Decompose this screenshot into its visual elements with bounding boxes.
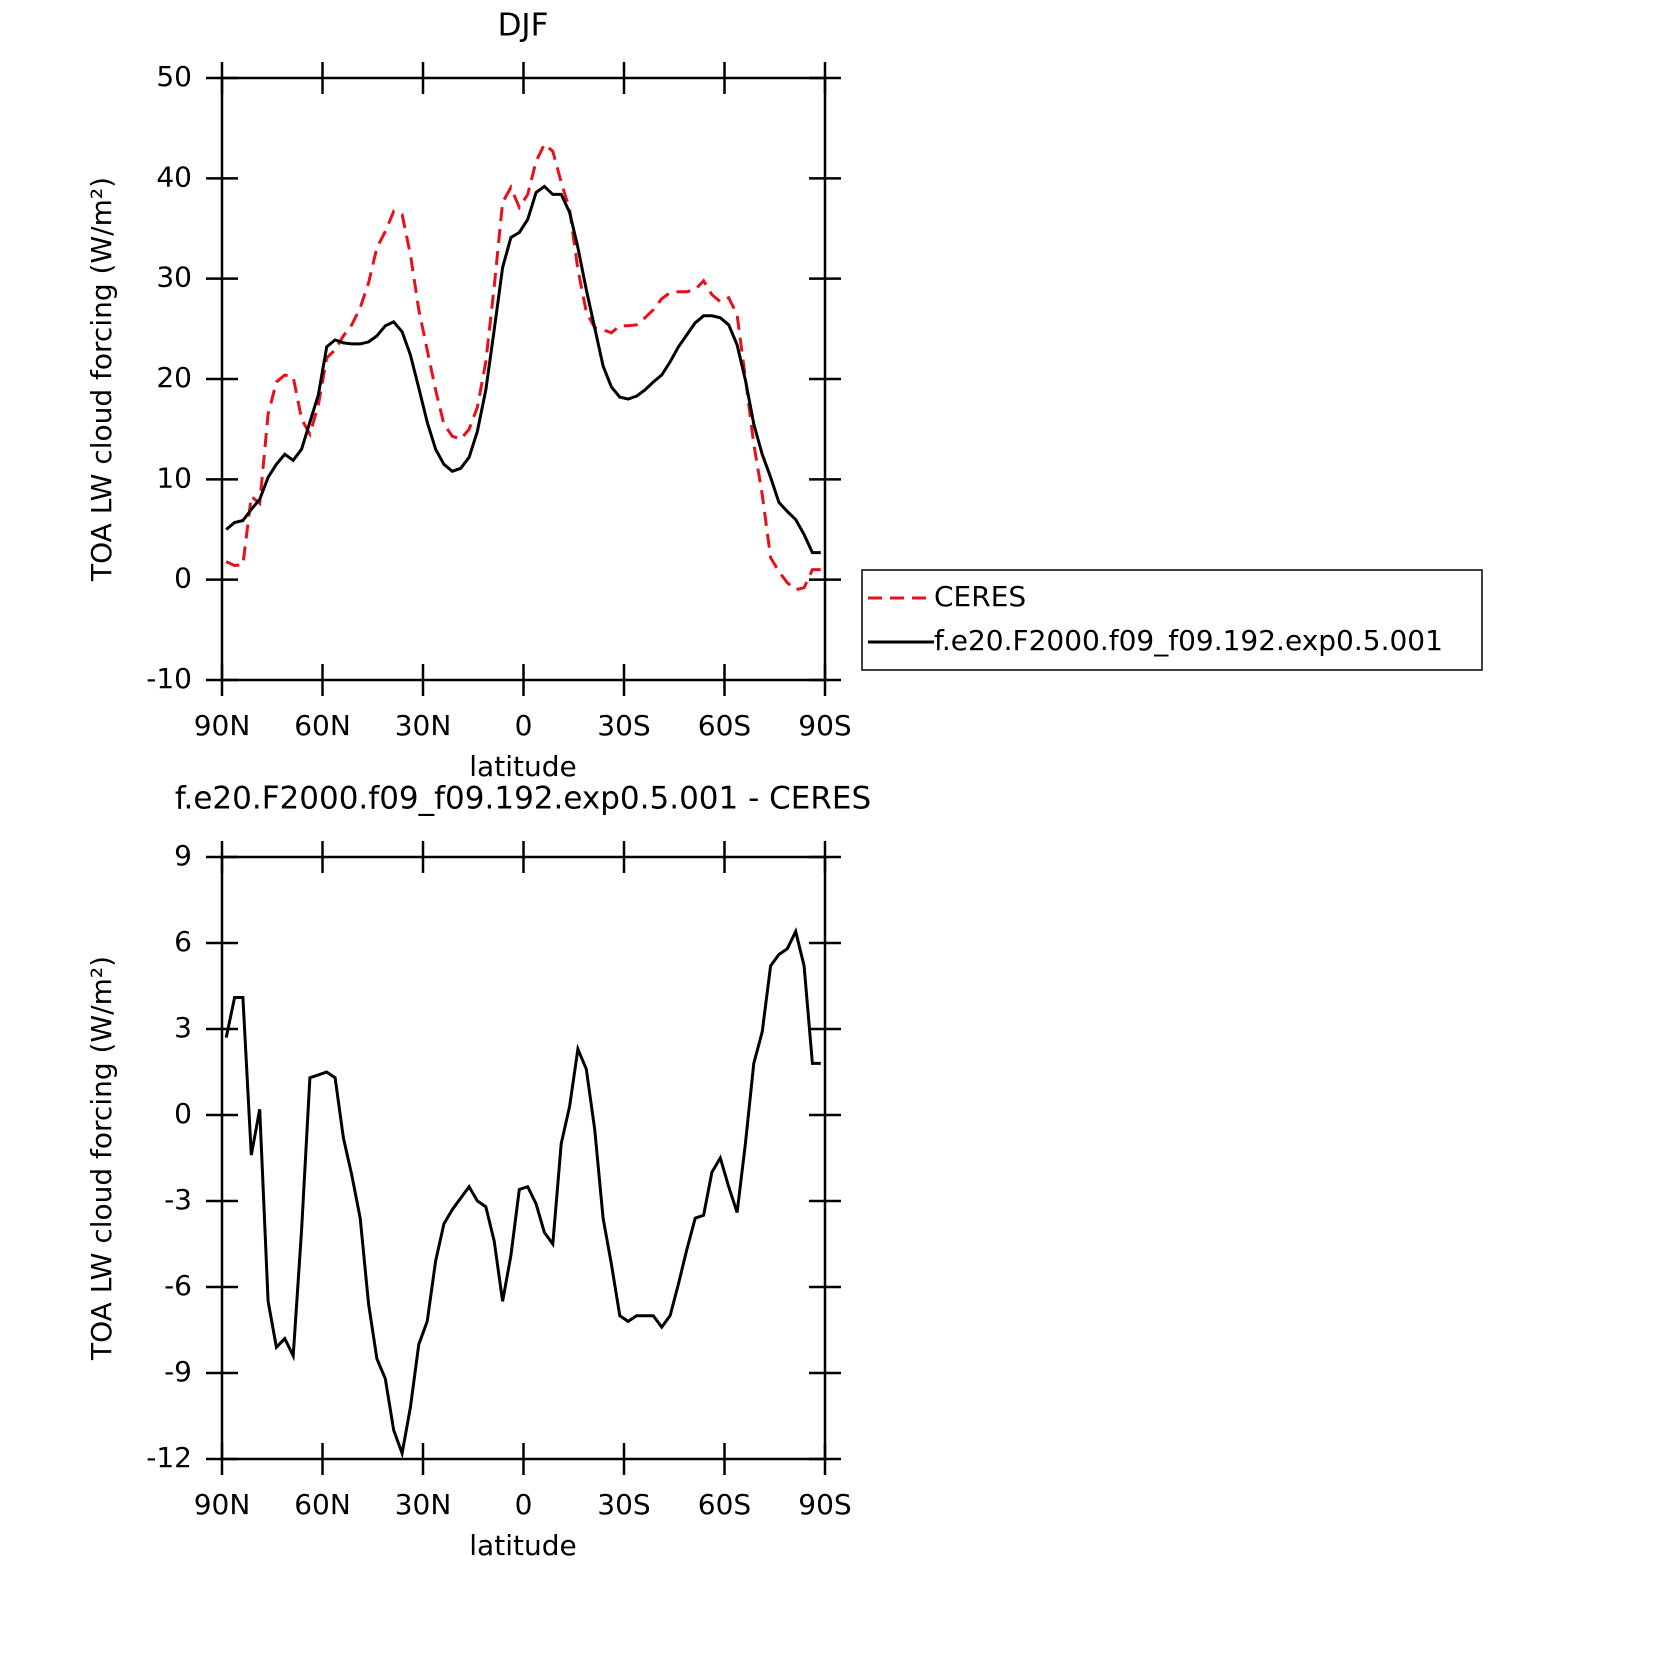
x-tick-label: 90N xyxy=(194,1488,251,1521)
legend-box xyxy=(861,569,1483,671)
x-tick-label: 90N xyxy=(194,709,251,742)
y-tick-label: 3 xyxy=(174,1011,192,1044)
y-tick-label: 40 xyxy=(156,160,192,193)
data-line xyxy=(225,141,821,592)
legend-label: f.e20.F2000.f09_f09.192.exp0.5.001 xyxy=(934,624,1443,657)
legend-label: CERES xyxy=(934,580,1026,613)
x-axis-label: latitude xyxy=(469,750,576,783)
y-tick-label: -3 xyxy=(164,1183,192,1216)
y-tick-label: -10 xyxy=(146,662,192,695)
x-tick-label: 60S xyxy=(698,709,751,742)
y-axis-label: TOA LW cloud forcing (W/m²) xyxy=(85,956,118,1361)
y-tick-label: 30 xyxy=(156,261,192,294)
x-tick-label: 30N xyxy=(395,1488,452,1521)
data-line xyxy=(225,184,821,555)
y-axis-label: TOA LW cloud forcing (W/m²) xyxy=(85,177,118,582)
plot-frame xyxy=(220,855,827,1461)
x-axis-label: latitude xyxy=(469,1529,576,1562)
chart-title: f.e20.F2000.f09_f09.192.exp0.5.001 - CER… xyxy=(175,781,871,817)
y-tick-label: -12 xyxy=(146,1441,192,1474)
data-line xyxy=(224,927,821,1460)
chart-title: DJF xyxy=(498,8,549,44)
y-tick-label: 10 xyxy=(156,461,192,494)
y-tick-label: 9 xyxy=(174,839,192,872)
y-tick-label: 6 xyxy=(174,925,192,958)
x-tick-label: 0 xyxy=(515,709,533,742)
y-tick-label: 0 xyxy=(174,562,192,595)
plot-frame xyxy=(220,76,827,682)
x-tick-label: 90S xyxy=(798,1488,851,1521)
y-tick-label: -9 xyxy=(164,1355,192,1388)
x-tick-label: 30S xyxy=(597,1488,650,1521)
y-tick-label: 50 xyxy=(156,60,192,93)
y-tick-label: 0 xyxy=(174,1097,192,1130)
x-tick-label: 30S xyxy=(597,709,650,742)
x-tick-label: 60N xyxy=(294,1488,351,1521)
x-tick-label: 30N xyxy=(395,709,452,742)
y-tick-label: -6 xyxy=(164,1269,192,1302)
y-tick-label: 20 xyxy=(156,361,192,394)
x-tick-label: 60N xyxy=(294,709,351,742)
x-tick-label: 0 xyxy=(515,1488,533,1521)
x-tick-label: 60S xyxy=(698,1488,751,1521)
x-tick-label: 90S xyxy=(798,709,851,742)
